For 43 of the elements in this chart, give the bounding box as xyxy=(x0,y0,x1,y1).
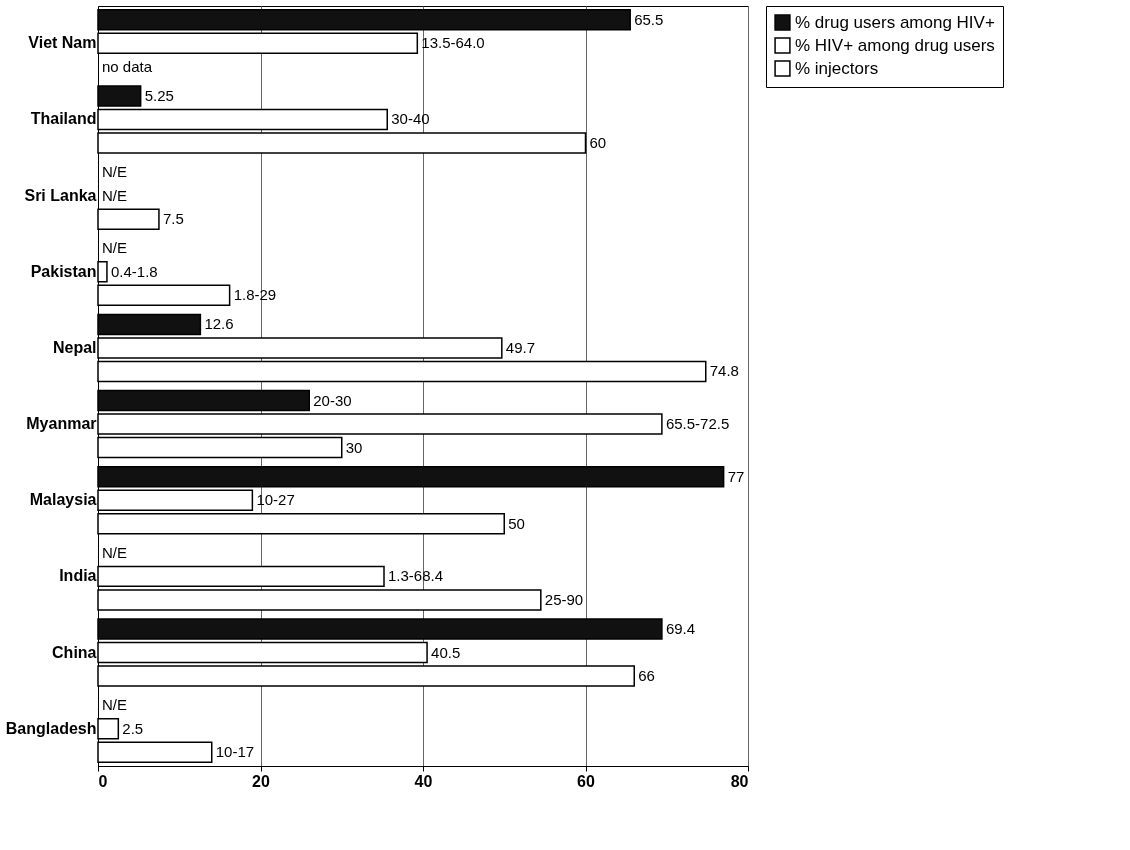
text: no data xyxy=(102,57,153,75)
x-tick-label: 40 xyxy=(414,772,433,790)
legend-label: % HIV+ among drug users xyxy=(795,35,995,55)
data-label: 7.5 xyxy=(162,210,184,228)
data-label: 60 xyxy=(589,133,607,151)
data-label: 65.5 xyxy=(634,10,664,28)
data-label: 10-17 xyxy=(215,743,255,761)
y-tick-label: Sri Lanka xyxy=(24,186,97,204)
y-tick-label: India xyxy=(59,567,97,585)
data-label: 20-30 xyxy=(313,391,352,409)
y-tick-label: Thailand xyxy=(30,110,97,128)
legend-label: % injectors xyxy=(795,58,879,78)
data-label: 66 xyxy=(638,667,655,685)
y-tick-label: Nepal xyxy=(52,338,97,356)
x-tick-label: 0 xyxy=(98,772,108,790)
y-tick-label: Pakistan xyxy=(30,262,97,280)
y-tick-label: Myanmar xyxy=(26,415,97,433)
x-tick-label: 60 xyxy=(577,772,595,790)
data-label: 69.4 xyxy=(665,620,696,638)
y-tick-label: Malaysia xyxy=(29,491,97,509)
data-label: 77 xyxy=(727,467,745,485)
data-label: 74.8 xyxy=(709,362,739,380)
data-label: 50 xyxy=(508,514,525,532)
data-label: 65.5-72.5 xyxy=(665,415,730,433)
text: N/E xyxy=(102,186,128,204)
data-label: 5.25 xyxy=(144,86,174,104)
legend-label: % drug users among HIV+ xyxy=(795,12,995,32)
data-label: 30 xyxy=(345,438,363,456)
x-tick-label: 20 xyxy=(252,772,270,790)
x-tick-label: 80 xyxy=(730,772,749,790)
text: N/E xyxy=(102,163,128,181)
data-label: 40.5 xyxy=(431,643,461,661)
text: N/E xyxy=(102,239,128,257)
data-label: 25-90 xyxy=(544,590,584,608)
text: N/E xyxy=(102,543,128,561)
y-tick-label: Bangladesh xyxy=(5,719,97,737)
data-label: 49.7 xyxy=(505,338,536,356)
y-tick-label: China xyxy=(52,643,97,661)
data-label: 12.6 xyxy=(204,315,234,333)
text: N/E xyxy=(102,696,128,714)
y-tick-label: Viet Nam xyxy=(28,34,97,52)
data-label: 0.4-1.8 xyxy=(110,262,158,280)
data-label: 2.5 xyxy=(122,719,144,737)
